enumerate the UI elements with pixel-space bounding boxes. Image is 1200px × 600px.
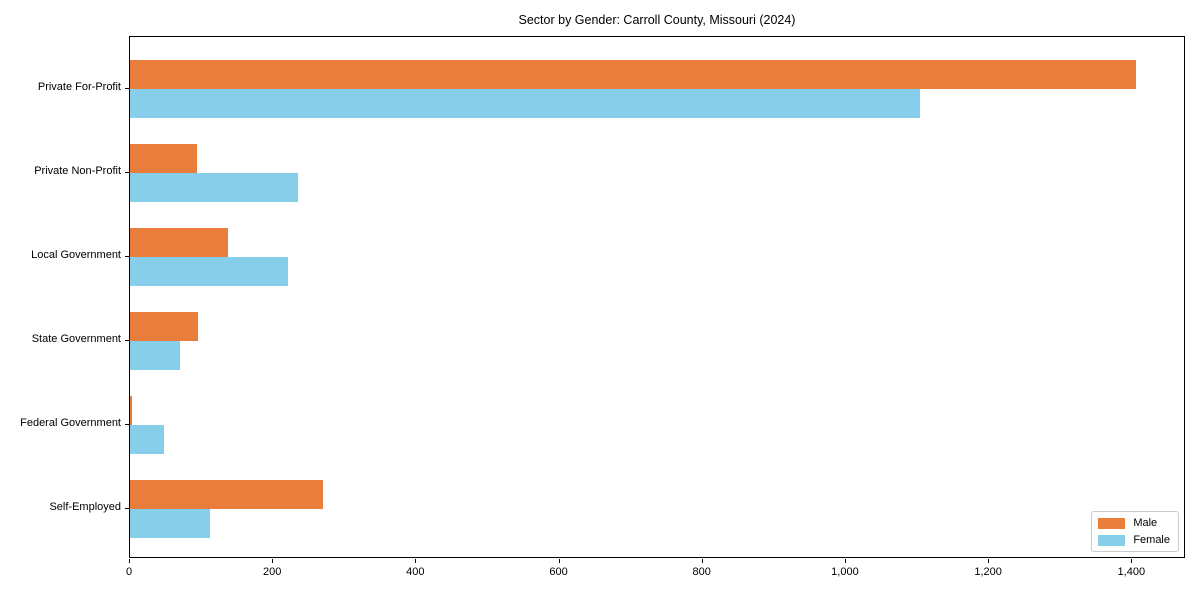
legend-label-male: Male (1133, 517, 1158, 529)
y-tick-label-private-for-profit: Private For-Profit (37, 81, 121, 93)
bar-male-federal-government (130, 396, 133, 425)
legend-swatch-male (1098, 517, 1126, 529)
plot-area: Male Female (129, 36, 1185, 558)
x-tick-label-1-000: 1,000 (831, 566, 859, 578)
y-tick-label-federal-government: Federal Government (20, 417, 121, 429)
x-tick-1-400 (1131, 559, 1133, 563)
y-tick-label-self-employed: Self-Employed (49, 501, 121, 513)
bar-female-state-government (130, 341, 181, 370)
x-tick-800 (701, 559, 703, 563)
x-tick-label-800: 800 (692, 566, 711, 578)
x-tick-600 (558, 559, 560, 563)
bar-male-private-non-profit (130, 144, 198, 173)
legend-entry-female: Female (1098, 534, 1170, 546)
bar-male-local-government (130, 228, 229, 257)
x-tick-label-600: 600 (549, 566, 568, 578)
x-tick-1-000 (844, 559, 846, 563)
x-tick-label-0: 0 (125, 566, 133, 578)
legend: Male Female (1091, 511, 1179, 552)
x-tick-label-1-200: 1,200 (974, 566, 1002, 578)
bar-female-federal-government (130, 425, 164, 454)
y-tick-private-non-profit (125, 172, 129, 173)
x-tick-label-1-400: 1,400 (1117, 566, 1146, 578)
chart-title: Sector by Gender: Carroll County, Missou… (518, 13, 796, 27)
y-tick-local-government (125, 256, 129, 257)
legend-entry-male: Male (1098, 517, 1170, 529)
legend-label-female: Female (1133, 534, 1170, 546)
bar-female-local-government (130, 257, 288, 286)
y-tick-label-state-government: State Government (31, 333, 121, 345)
x-tick-1-200 (988, 559, 990, 563)
y-tick-label-private-non-profit: Private Non-Profit (34, 165, 121, 177)
bar-male-private-for-profit (130, 60, 1136, 89)
y-tick-federal-government (125, 424, 129, 425)
y-tick-state-government (125, 340, 129, 341)
bar-male-state-government (130, 312, 198, 341)
x-tick-label-200: 200 (262, 566, 282, 578)
x-tick-200 (272, 559, 274, 563)
x-tick-0 (129, 559, 130, 563)
bar-female-private-non-profit (130, 173, 298, 202)
x-tick-400 (415, 559, 417, 563)
y-tick-private-for-profit (125, 88, 129, 89)
x-tick-label-400: 400 (406, 566, 425, 578)
bar-female-private-for-profit (130, 89, 920, 118)
bar-female-self-employed (130, 509, 211, 538)
legend-swatch-female (1098, 534, 1126, 546)
y-tick-label-local-government: Local Government (31, 249, 121, 261)
y-tick-self-employed (125, 508, 129, 509)
bar-male-self-employed (130, 480, 323, 509)
